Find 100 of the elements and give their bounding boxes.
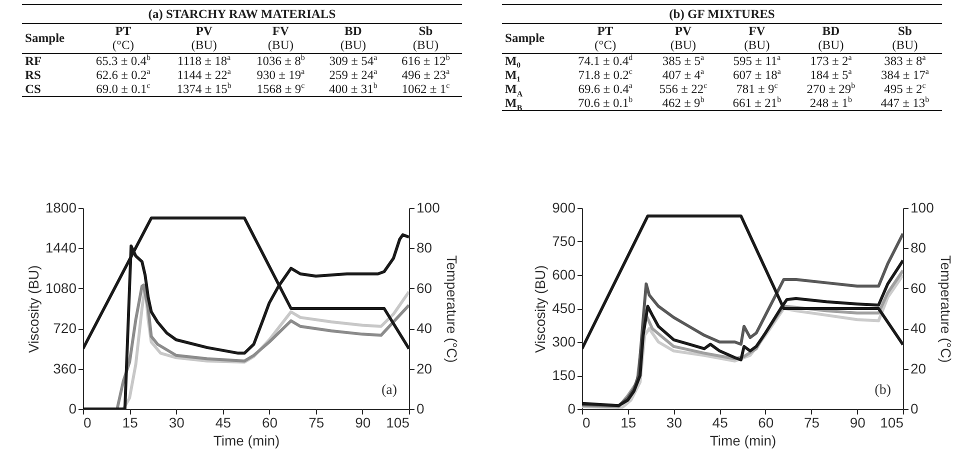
text: 69.0 ± 0.1$^{c}$	[82, 80, 164, 96]
text: RF	[24, 54, 43, 68]
text: 384 ± 17$^{a}$	[880, 66, 930, 82]
text: 556 ± 22$^{c}$	[658, 80, 708, 96]
text: 173 ± 2$^{a}$	[809, 52, 853, 68]
text: 65.3 ± 0.4$^{b}$	[94, 52, 152, 68]
text: 1144 ± 22$^{a}$	[176, 66, 232, 82]
text: 616 ± 12$^{b}$	[400, 52, 451, 68]
y2-tick-label: 20	[416, 360, 432, 376]
x-tick-label: 75	[308, 414, 324, 430]
y2-tick-label: 20	[910, 360, 926, 376]
x-axis-title: Time (min)	[710, 432, 776, 448]
text: 595 ± 11$^{a}$	[732, 52, 782, 68]
y-tick-label: 1080	[45, 280, 77, 296]
y-tick-label: 750	[552, 233, 576, 249]
text: 70.6 ± 0.1$^{b}$	[564, 94, 647, 110]
category-label: Sb (BU)	[868, 24, 942, 54]
y2-tick-label: 60	[416, 280, 432, 296]
y2-axis-title: Temperature (°C)	[938, 255, 954, 363]
x-tick-label: 30	[168, 414, 185, 430]
text: 184 ± 5$^{a}$	[809, 66, 853, 82]
category-label: PV (BU)	[164, 24, 244, 54]
text: 71.8 ± 0.2$^{c}$	[577, 66, 634, 82]
text: 930 ± 19$^{a}$	[256, 66, 306, 82]
x-tick-label: 60	[758, 414, 774, 430]
category-label: Sample	[505, 31, 545, 45]
x-tick-label: 30	[666, 414, 682, 430]
x-tick-label: 45	[215, 414, 232, 430]
category-label: BD (BU)	[794, 24, 868, 54]
x-axis-title: Time (min)	[213, 432, 280, 448]
annotation: (a)	[381, 383, 398, 398]
x-tick-label: 75	[804, 414, 820, 430]
text: M₁	[504, 68, 522, 82]
text: 400 ± 31$^{b}$	[316, 80, 390, 96]
text: 74.1 ± 0.4$^{d}$	[576, 52, 634, 68]
text: 248 ± 1$^{b}$	[794, 94, 868, 110]
text: 259 ± 24$^{a}$	[328, 66, 378, 82]
y-axis-title: Viscosity (BU)	[532, 265, 548, 353]
category-label: FV (BU)	[720, 24, 794, 54]
text: 1062 ± 1$^{c}$	[389, 80, 462, 96]
y2-tick-label: 40	[416, 320, 432, 336]
y2-tick-label: 60	[910, 280, 926, 296]
category-label: PT (°C)	[564, 24, 647, 54]
y-tick-label: 0	[68, 400, 77, 416]
text: 781 ± 9$^{c}$	[735, 80, 779, 96]
text: 1374 ± 15$^{b}$	[164, 80, 244, 96]
text: M₀	[504, 54, 522, 68]
y-tick-label: 0	[568, 400, 576, 416]
y-tick-label: 600	[552, 266, 576, 282]
y-tick-label: 360	[53, 360, 77, 376]
x-tick-label: 15	[122, 414, 138, 430]
y-tick-label: 150	[552, 367, 576, 383]
y-tick-label: 900	[552, 200, 576, 216]
category-label: BD (BU)	[316, 24, 390, 54]
annotation: (b)	[874, 383, 892, 398]
x-tick-label: 105	[880, 414, 904, 430]
y2-tick-label: 80	[910, 240, 926, 256]
x-tick-label: 0	[582, 414, 590, 430]
y2-tick-label: 100	[910, 200, 934, 216]
x-tick-label: 45	[712, 414, 728, 430]
text: 496 ± 23$^{a}$	[400, 66, 451, 82]
x-tick-label: 0	[84, 414, 92, 430]
category-label: Sample	[25, 31, 65, 45]
category-label: FV (BU)	[244, 24, 317, 54]
y-axis-title: Viscosity (BU)	[25, 265, 42, 353]
x-tick-label: 105	[386, 414, 410, 430]
text: 270 ± 29$^{b}$	[806, 80, 856, 96]
text: 407 ± 4$^{a}$	[661, 66, 706, 82]
text: 385 ± 5$^{a}$	[661, 52, 706, 68]
text: RS	[24, 68, 42, 82]
y2-tick-label: 0	[416, 400, 424, 416]
text: 495 ± 2$^{c}$	[883, 80, 927, 96]
y2-tick-label: 100	[416, 200, 440, 216]
y-tick-label: 1800	[45, 200, 77, 216]
x-tick-label: 15	[620, 414, 636, 430]
text: 383 ± 8$^{a}$	[883, 52, 927, 68]
text: 462 ± 9$^{b}$	[646, 94, 720, 110]
category-label: Sb (BU)	[389, 24, 462, 54]
text: (a) STARCHY RAW MATERIALS	[22, 4, 462, 24]
y-tick-label: 720	[53, 320, 77, 336]
text: M$_{A}$	[504, 82, 524, 98]
category-label: PT (°C)	[82, 24, 164, 54]
y-tick-label: 300	[552, 334, 576, 350]
y2-tick-label: 40	[910, 320, 926, 336]
y2-tick-label: 0	[910, 400, 918, 416]
text: 62.6 ± 0.2$^{a}$	[95, 66, 152, 82]
text: 447 ± 13$^{b}$	[868, 94, 942, 110]
text: 1118 ± 18$^{a}$	[176, 52, 232, 68]
text: (b) GF MIXTURES	[502, 4, 942, 24]
y-tick-label: 1440	[45, 240, 77, 256]
x-tick-label: 60	[262, 414, 278, 430]
text: 1568 ± 9$^{c}$	[244, 80, 317, 96]
text: 69.6 ± 0.4$^{a}$	[577, 80, 634, 96]
x-tick-label: 90	[355, 414, 371, 430]
text: 661 ± 21$^{b}$	[720, 94, 794, 110]
y2-axis-title: Temperature (°C)	[444, 255, 460, 363]
x-tick-label: 90	[850, 414, 866, 430]
category-label: PV (BU)	[646, 24, 720, 54]
y-tick-label: 450	[552, 300, 576, 316]
text: 607 ± 18$^{a}$	[732, 66, 782, 82]
